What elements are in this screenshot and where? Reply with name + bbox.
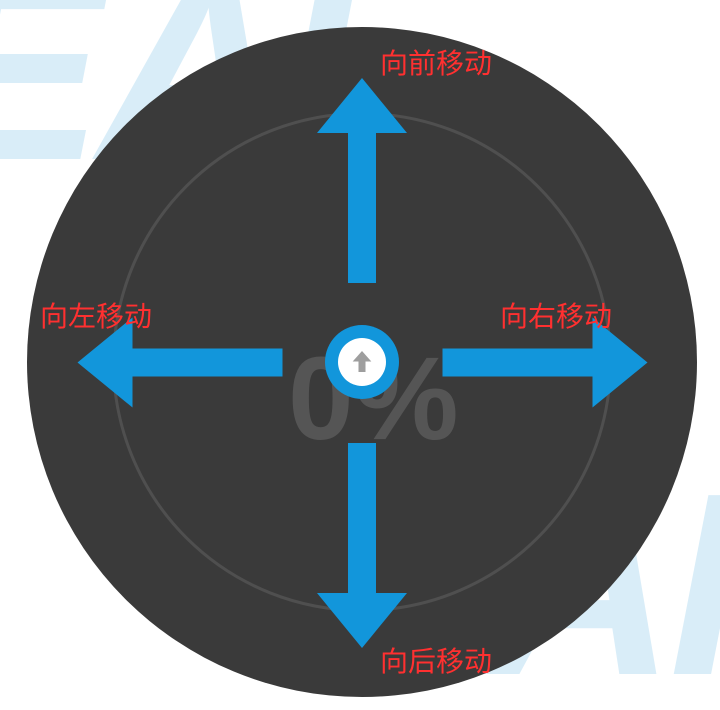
center-button[interactable] <box>325 325 399 399</box>
control-pad-diagram: EAI EAI 0% 向前移动 向右移动 向后移动 向左移动 <box>0 0 720 710</box>
label-move-forward: 向前移动 <box>380 42 492 82</box>
arrow-down-button[interactable] <box>317 443 407 648</box>
arrow-up-button[interactable] <box>317 78 407 283</box>
label-move-backward: 向后移动 <box>380 640 492 680</box>
label-move-left: 向左移动 <box>40 295 152 335</box>
arrow-down-icon <box>317 443 407 648</box>
center-arrow-up-icon <box>348 347 376 375</box>
arrow-up-icon <box>317 78 407 283</box>
center-button-inner <box>338 338 386 386</box>
label-move-right: 向右移动 <box>500 295 612 335</box>
